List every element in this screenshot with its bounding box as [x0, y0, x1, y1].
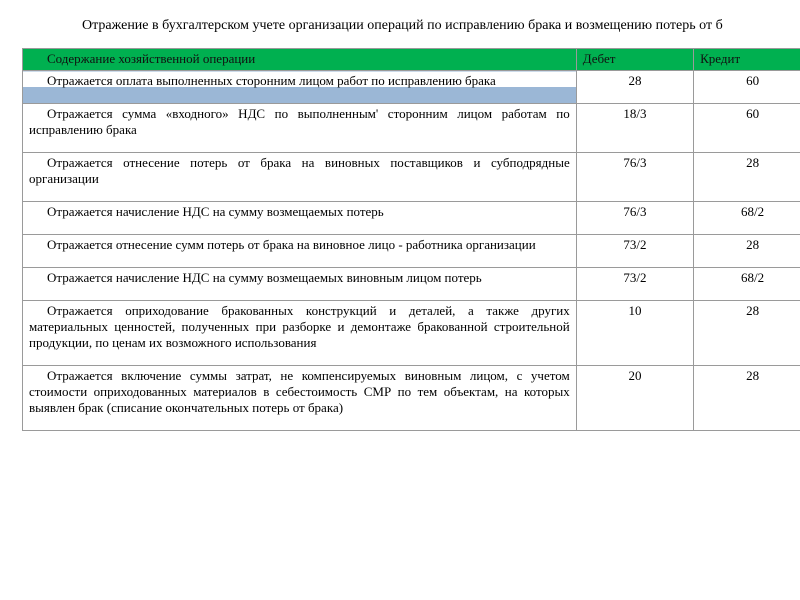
table-container: Содержание хозяйственной операции Дебет …	[0, 48, 800, 431]
cell-credit: 28	[694, 366, 800, 431]
accounting-table: Содержание хозяйственной операции Дебет …	[22, 48, 800, 431]
table-row: Отражается оплата выполненных сторонним …	[23, 71, 800, 104]
cell-credit: 60	[694, 71, 800, 104]
cell-description: Отражается оприходование бракованных кон…	[23, 301, 577, 366]
cell-description: Отражается включение суммы затрат, не ко…	[23, 366, 577, 431]
document-title: Отражение в бухгалтерском учете организа…	[0, 18, 800, 34]
table-body: Отражается оплата выполненных сторонним …	[23, 71, 800, 431]
cell-credit: 28	[694, 301, 800, 366]
table-row: Отражается включение суммы затрат, не ко…	[23, 366, 800, 431]
cell-debit: 28	[576, 71, 693, 104]
col-description: Содержание хозяйственной операции	[23, 49, 577, 71]
col-credit: Кредит	[694, 49, 800, 71]
cell-description: Отражается начисление НДС на сумму возме…	[23, 268, 577, 301]
cell-debit: 73/2	[576, 268, 693, 301]
cell-debit: 10	[576, 301, 693, 366]
table-row: Отражается отнесение сумм потерь от брак…	[23, 235, 800, 268]
cell-description: Отражается начисление НДС на сумму возме…	[23, 202, 577, 235]
cell-description: Отражается оплата выполненных сторонним …	[23, 71, 577, 104]
cell-debit: 76/3	[576, 153, 693, 202]
table-row: Отражается отнесение потерь от брака на …	[23, 153, 800, 202]
cell-description: Отражается сумма «входного» НДС по выпол…	[23, 104, 577, 153]
table-row: Отражается начисление НДС на сумму возме…	[23, 268, 800, 301]
table-row: Отражается сумма «входного» НДС по выпол…	[23, 104, 800, 153]
table-row: Отражается начисление НДС на сумму возме…	[23, 202, 800, 235]
cell-credit: 68/2	[694, 202, 800, 235]
cell-debit: 18/3	[576, 104, 693, 153]
table-row: Отражается оприходование бракованных кон…	[23, 301, 800, 366]
cell-credit: 60	[694, 104, 800, 153]
cell-credit: 28	[694, 153, 800, 202]
cell-debit: 76/3	[576, 202, 693, 235]
cell-credit: 68/2	[694, 268, 800, 301]
cell-credit: 28	[694, 235, 800, 268]
cell-debit: 20	[576, 366, 693, 431]
col-debit: Дебет	[576, 49, 693, 71]
cell-debit: 73/2	[576, 235, 693, 268]
table-header-row: Содержание хозяйственной операции Дебет …	[23, 49, 800, 71]
cell-description: Отражается отнесение сумм потерь от брак…	[23, 235, 577, 268]
cell-description: Отражается отнесение потерь от брака на …	[23, 153, 577, 202]
